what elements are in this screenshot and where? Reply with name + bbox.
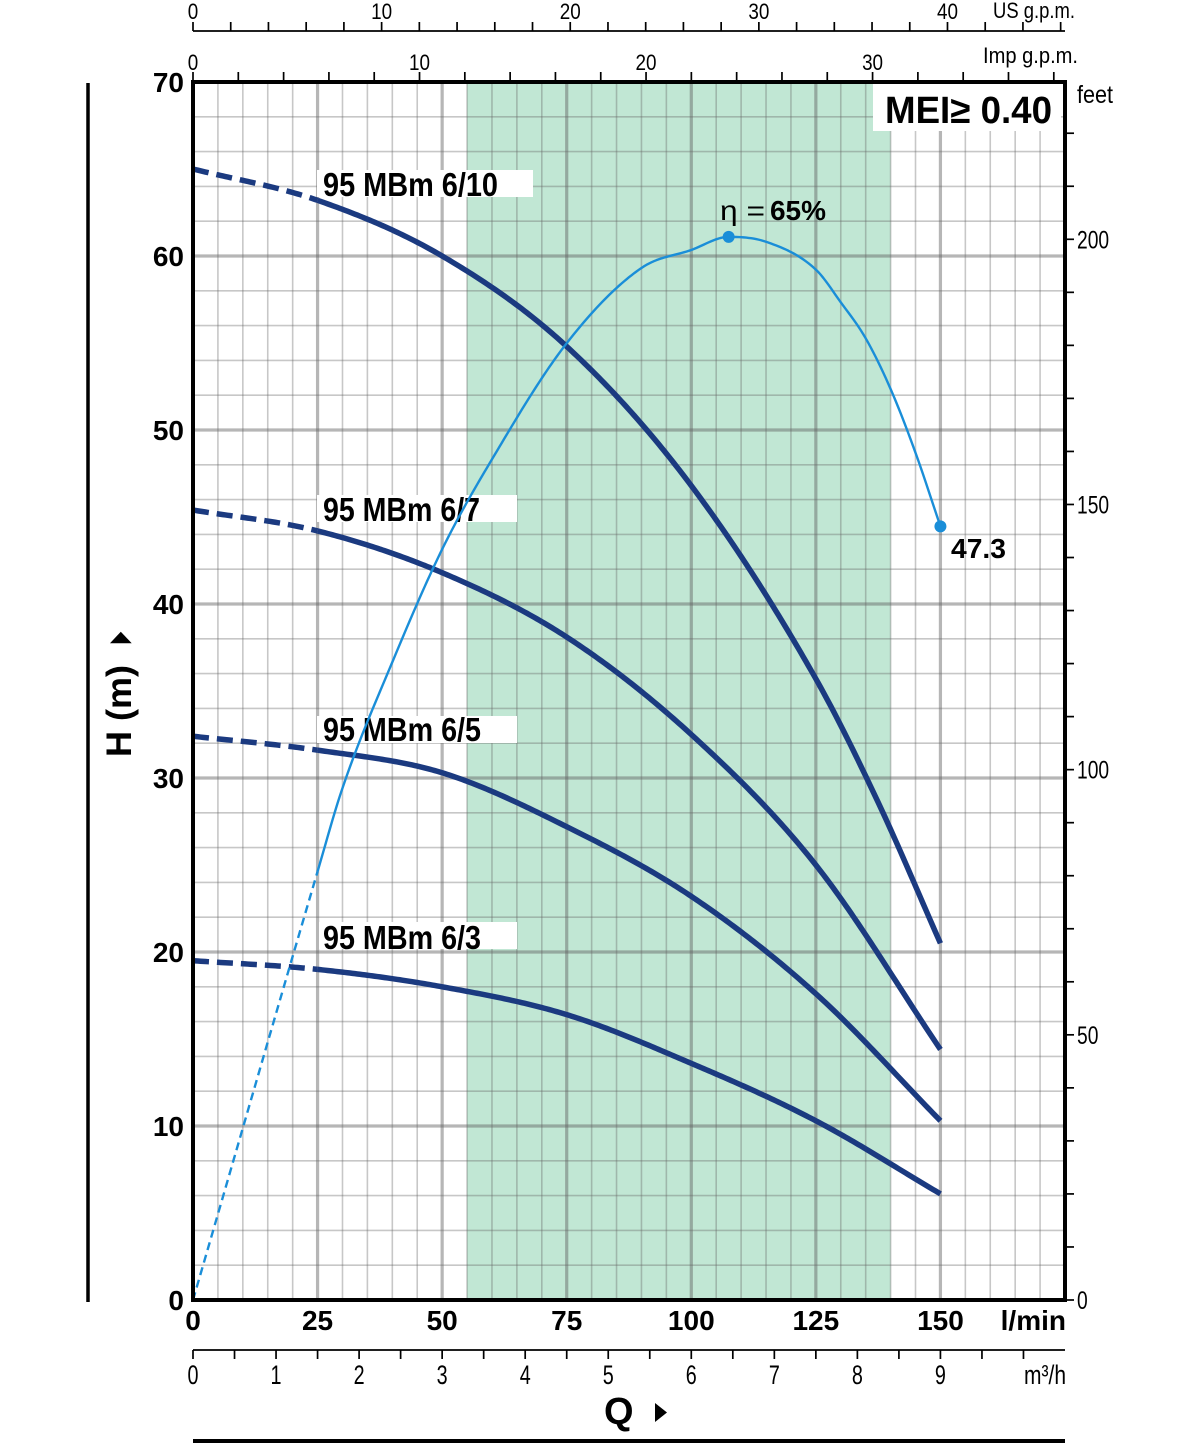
- x-tick-label: 100: [668, 1305, 715, 1336]
- head-curve-6-5-dashed-segment: [192, 733, 318, 753]
- imp-gpm-tick-label: 0: [188, 50, 199, 75]
- curve-label-box-6-7: [317, 495, 517, 522]
- y-tick-label: 70: [153, 67, 184, 98]
- mei-annotation-box: [873, 84, 1061, 131]
- x-tick-label: 50: [427, 1305, 458, 1336]
- mei-annotation: MEI≥ 0.40: [885, 90, 1052, 132]
- x-tick-label: 125: [792, 1305, 839, 1336]
- feet-unit-label: feet: [1077, 81, 1113, 109]
- grid-layer: [193, 82, 1065, 1300]
- efficiency-end-label: 47.3: [951, 533, 1006, 564]
- m3h-unit-label: m³/h: [1024, 1360, 1066, 1390]
- x-unit-label: l/min: [1001, 1305, 1066, 1336]
- y-tick-label: 60: [153, 241, 184, 272]
- imp-gpm-tick-label: 20: [636, 50, 657, 75]
- head-curve-6-10-line: [316, 197, 943, 945]
- head-curve-6-3-line: [317, 966, 942, 1197]
- y-tick-label: 50: [153, 415, 184, 446]
- head-curve-6-7-dashed-segment: [192, 507, 319, 534]
- efficiency-curve-dashed-segment: [191, 871, 319, 1301]
- us-gpm-tick-label: 40: [937, 0, 958, 24]
- feet-tick-label: 50: [1077, 1022, 1098, 1050]
- y-tick-label: 20: [153, 937, 184, 968]
- m3h-tick-label: 3: [437, 1360, 448, 1390]
- curve-layer: [191, 166, 947, 1301]
- y-axis-title: H (m): [100, 665, 139, 757]
- y-tick-label: 30: [153, 763, 184, 794]
- efficiency-peak-dot: [722, 230, 735, 243]
- m3h-tick-label: 0: [188, 1360, 199, 1390]
- efficiency-peak-label-prefix: η =: [720, 195, 765, 226]
- y-tick-label: 40: [153, 589, 184, 620]
- curve-labels: 95 MBm 6/10 95 MBm 6/7 95 MBm 6/5 95 MBm…: [317, 166, 533, 956]
- x-tick-label: 0: [185, 1305, 201, 1336]
- head-curve-6-10-dashed-segment: [192, 166, 319, 203]
- us-gpm-tick-label: 30: [748, 0, 769, 24]
- x-axis-arrow-icon: [655, 1403, 667, 1422]
- y-tick-label: 0: [168, 1285, 184, 1316]
- m3h-tick-label: 5: [603, 1360, 614, 1390]
- band-layer: [467, 82, 891, 1300]
- head-curve-6-5-line: [317, 747, 943, 1123]
- us-gpm-tick-label: 10: [371, 0, 392, 24]
- feet-tick-label: 200: [1077, 226, 1109, 254]
- feet-tick-label: 0: [1077, 1287, 1088, 1315]
- feet-tick-label: 100: [1077, 757, 1109, 785]
- x-tick-label: 150: [917, 1305, 964, 1336]
- x-axis-title: Q: [604, 1391, 634, 1433]
- curve-label-6-10: 95 MBm 6/10: [323, 166, 498, 203]
- us-gpm-unit-label: US g.p.m.: [993, 0, 1075, 23]
- preferred-operating-band: [467, 82, 891, 1300]
- us-gpm-tick-label: 0: [188, 0, 199, 24]
- curve-label-box-6-5: [317, 716, 517, 743]
- m3h-tick-label: 1: [271, 1360, 282, 1390]
- curve-label-box-6-3: [319, 922, 517, 949]
- m3h-tick-label: 2: [354, 1360, 365, 1390]
- y-tick-label: 10: [153, 1111, 184, 1142]
- m3h-tick-label: 7: [769, 1360, 780, 1390]
- curve-label-6-5: 95 MBm 6/5: [323, 711, 481, 748]
- imp-gpm-unit-label: Imp g.p.m.: [983, 43, 1078, 68]
- efficiency-curve-line: [316, 235, 942, 872]
- imp-gpm-tick-label: 10: [409, 50, 430, 75]
- curve-label-6-3: 95 MBm 6/3: [323, 919, 481, 956]
- m3h-tick-label: 8: [852, 1360, 863, 1390]
- x-tick-label: 25: [302, 1305, 333, 1336]
- m3h-tick-label: 9: [935, 1360, 946, 1390]
- plot-border: [191, 80, 1067, 1302]
- y-axis-arrow-icon: [110, 631, 132, 644]
- m3h-tick-label: 4: [520, 1360, 531, 1390]
- curve-label-6-7: 95 MBm 6/7: [323, 491, 480, 528]
- efficiency-end-dot: [934, 520, 947, 533]
- head-curve-6-7-line: [316, 528, 943, 1051]
- imp-gpm-tick-label: 30: [862, 50, 883, 75]
- x-tick-label: 75: [551, 1305, 582, 1336]
- m3h-tick-label: 6: [686, 1360, 697, 1390]
- head-curve-6-3-dashed-segment: [192, 957, 318, 973]
- curve-label-box-6-10: [317, 170, 533, 197]
- efficiency-peak-label: 65%: [770, 195, 826, 226]
- feet-tick-label: 150: [1077, 491, 1109, 519]
- us-gpm-tick-label: 20: [560, 0, 581, 24]
